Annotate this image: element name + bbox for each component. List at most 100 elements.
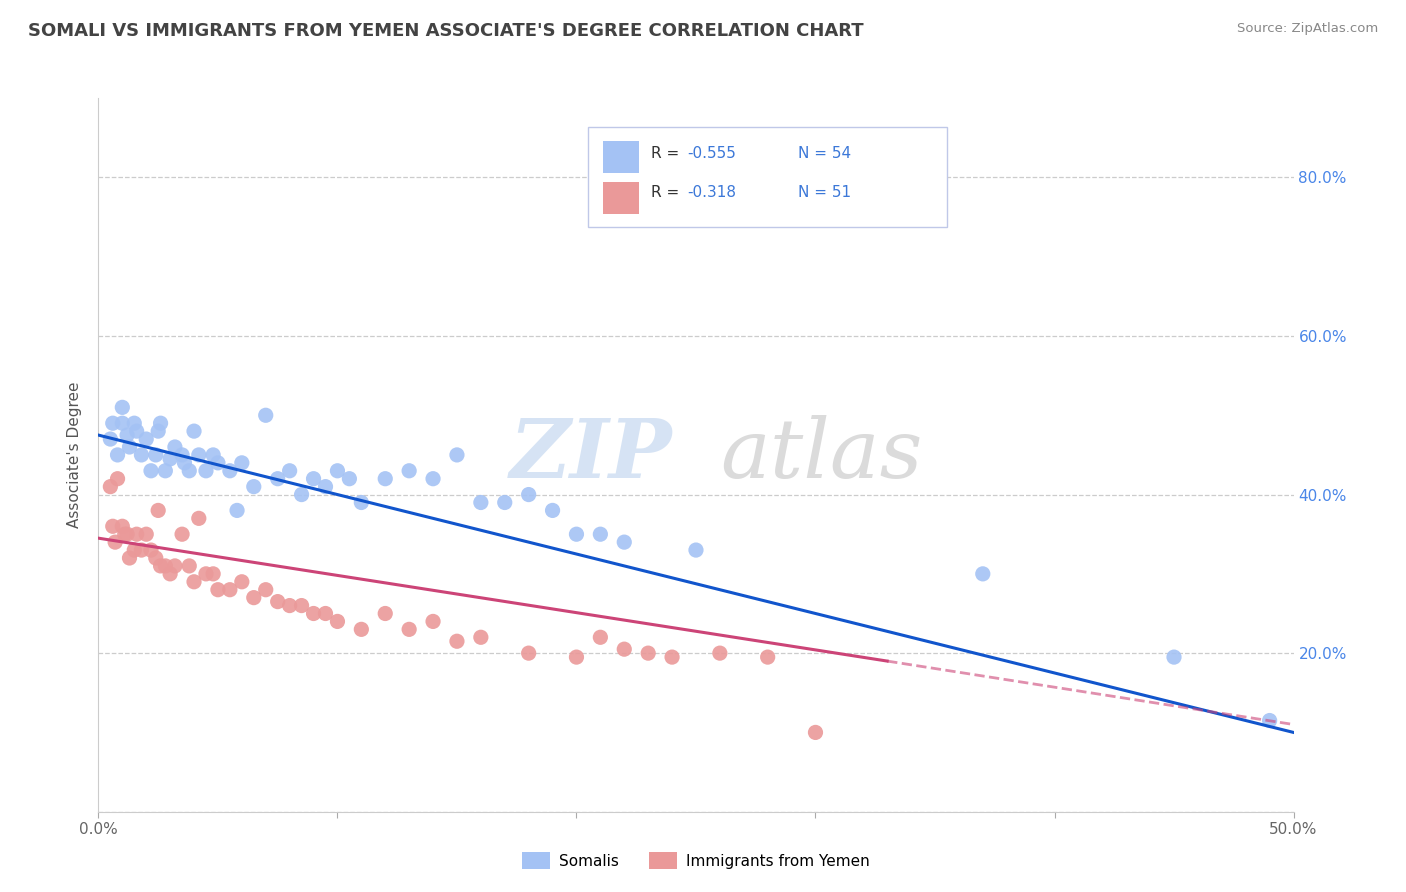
Text: R =: R = — [651, 146, 683, 161]
Point — [315, 607, 337, 621]
Point — [124, 543, 146, 558]
Point — [446, 634, 468, 648]
Point — [187, 511, 209, 525]
Point — [972, 566, 994, 581]
Point — [125, 527, 148, 541]
Point — [139, 543, 162, 558]
Point — [339, 472, 360, 486]
Point — [565, 650, 588, 665]
FancyBboxPatch shape — [603, 141, 638, 173]
Point — [155, 464, 177, 478]
Point — [98, 480, 122, 494]
Text: N = 51: N = 51 — [797, 186, 851, 200]
Point — [111, 401, 134, 415]
Point — [159, 451, 181, 466]
Point — [589, 630, 612, 644]
Point — [637, 646, 659, 660]
Point — [374, 607, 396, 621]
Point — [350, 623, 373, 637]
Point — [804, 725, 827, 739]
Point — [517, 646, 540, 660]
FancyBboxPatch shape — [603, 182, 638, 214]
Point — [149, 416, 172, 430]
Point — [254, 582, 277, 597]
Point — [398, 623, 420, 637]
Point — [101, 519, 124, 533]
Point — [139, 464, 162, 478]
Text: -0.555: -0.555 — [688, 146, 737, 161]
Point — [243, 480, 266, 494]
Text: -0.318: -0.318 — [688, 186, 737, 200]
Point — [302, 607, 325, 621]
Point — [118, 551, 141, 566]
Point — [107, 472, 129, 486]
Point — [709, 646, 731, 660]
Point — [756, 650, 779, 665]
Point — [172, 527, 194, 541]
Point — [172, 448, 194, 462]
Point — [115, 527, 138, 541]
Point — [326, 615, 349, 629]
FancyBboxPatch shape — [588, 127, 948, 227]
Point — [207, 456, 229, 470]
Point — [114, 527, 136, 541]
Point — [135, 527, 157, 541]
Point — [350, 495, 373, 509]
Point — [179, 558, 201, 573]
Point — [231, 456, 253, 470]
Point — [446, 448, 468, 462]
Point — [149, 558, 172, 573]
Point — [315, 480, 337, 494]
Point — [613, 535, 636, 549]
Point — [267, 594, 290, 608]
Point — [163, 440, 186, 454]
Legend: Somalis, Immigrants from Yemen: Somalis, Immigrants from Yemen — [516, 846, 876, 875]
Point — [187, 448, 209, 462]
Point — [267, 472, 290, 486]
Point — [131, 448, 153, 462]
Point — [278, 464, 301, 478]
Point — [159, 566, 181, 581]
Text: atlas: atlas — [720, 415, 922, 495]
Point — [107, 448, 129, 462]
Point — [207, 582, 229, 597]
Point — [219, 582, 242, 597]
Text: ZIP: ZIP — [509, 415, 672, 495]
Point — [326, 464, 349, 478]
Point — [422, 472, 444, 486]
Point — [183, 574, 205, 589]
Point — [422, 615, 444, 629]
Point — [302, 472, 325, 486]
Point — [254, 409, 277, 423]
Point — [231, 574, 253, 589]
Point — [115, 428, 138, 442]
Y-axis label: Associate's Degree: Associate's Degree — [67, 382, 83, 528]
Point — [243, 591, 266, 605]
Point — [202, 566, 225, 581]
Point — [470, 495, 492, 509]
Text: R =: R = — [651, 186, 683, 200]
Text: N = 54: N = 54 — [797, 146, 851, 161]
Point — [163, 558, 186, 573]
Point — [101, 416, 124, 430]
Point — [613, 642, 636, 657]
Point — [125, 424, 148, 438]
Point — [517, 487, 540, 501]
Point — [155, 558, 177, 573]
Point — [148, 503, 170, 517]
Point — [374, 472, 396, 486]
Point — [173, 456, 195, 470]
Point — [194, 464, 218, 478]
Text: SOMALI VS IMMIGRANTS FROM YEMEN ASSOCIATE'S DEGREE CORRELATION CHART: SOMALI VS IMMIGRANTS FROM YEMEN ASSOCIAT… — [28, 22, 863, 40]
Point — [494, 495, 516, 509]
Point — [148, 424, 170, 438]
Point — [111, 519, 134, 533]
Point — [470, 630, 492, 644]
Point — [219, 464, 242, 478]
Point — [291, 599, 314, 613]
Point — [1163, 650, 1185, 665]
Text: Source: ZipAtlas.com: Source: ZipAtlas.com — [1237, 22, 1378, 36]
Point — [291, 487, 314, 501]
Point — [194, 566, 218, 581]
Point — [179, 464, 201, 478]
